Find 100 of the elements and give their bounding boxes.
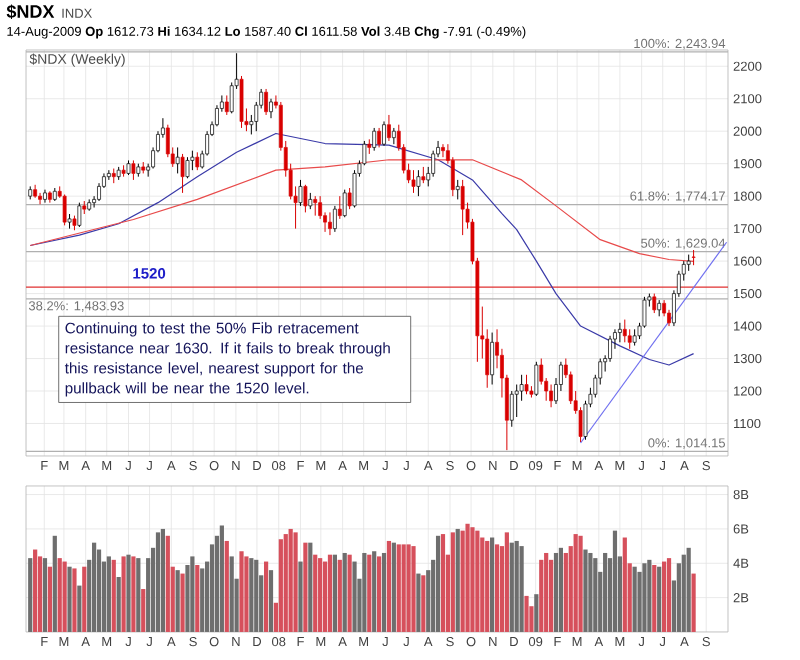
bar [165,535,170,632]
bar [416,573,421,632]
bar [490,537,495,632]
bar [573,534,578,632]
bar [465,523,470,632]
bar [662,561,667,632]
candlestick [33,184,38,199]
bar [62,561,67,632]
bar [121,556,126,632]
bar [33,549,38,632]
bar [494,544,500,632]
bar [254,559,259,632]
candlestick [509,390,514,428]
candlestick [175,146,180,174]
bar [386,540,392,632]
bar [480,537,485,632]
bar [313,554,318,632]
bar [160,528,166,632]
bar [293,532,298,632]
bar [175,570,180,632]
bar [249,558,254,632]
candlestick [67,213,72,230]
bar [519,546,524,632]
bar [406,544,411,632]
bar [200,568,205,632]
bar [362,552,367,632]
bar [686,547,691,632]
bar [401,544,406,632]
bar [485,540,490,632]
bar [42,558,48,632]
bar [642,563,647,632]
candlestick [524,374,529,395]
candlestick [377,127,381,148]
bar [440,534,446,632]
bar [578,535,583,632]
bar [347,554,352,632]
bar [504,532,509,632]
bar [57,558,62,632]
candlestick [617,322,622,343]
candlestick [38,192,42,205]
bar [450,532,455,632]
bar [603,552,608,632]
candlestick [77,202,82,228]
candlestick [308,192,313,210]
candlestick [328,211,332,236]
candlestick [224,94,229,116]
chart-title: $NDX [6,4,55,20]
bar [509,542,514,632]
bar [278,539,283,632]
bar [632,566,637,632]
candlestick [460,179,465,236]
candlestick [657,299,662,317]
candlestick [43,189,47,204]
bar [92,542,97,632]
bar [303,542,308,632]
candlestick [652,293,657,314]
bar [421,575,426,632]
candlestick [632,328,637,347]
bar [224,540,229,632]
bar [691,573,696,632]
bar [637,571,642,632]
bar [288,528,293,632]
bar [396,544,401,632]
bar [544,552,549,632]
bar [77,585,82,632]
bar [96,549,102,632]
bar [190,556,195,632]
bar [524,595,529,632]
candlestick [116,166,121,181]
candlestick [141,161,146,174]
bar [391,542,396,632]
bar [563,552,568,632]
bar [52,535,57,632]
candlestick [190,150,195,171]
bar [548,559,554,632]
bar [308,542,313,632]
candlestick [87,198,92,212]
bar [622,537,627,632]
bar [381,552,387,632]
candlestick [106,169,111,181]
bar [67,566,72,632]
bar [534,594,539,632]
candlestick [126,159,131,176]
candlestick [28,185,33,200]
bar [553,552,559,632]
bar [244,556,249,632]
bar [180,573,185,632]
candlestick [47,190,52,204]
bar [676,563,681,632]
bar [583,549,588,632]
bar [342,552,347,632]
bar [126,554,131,632]
candlestick [82,200,87,215]
bar [435,535,441,632]
bar [681,554,686,632]
candlestick [121,164,126,178]
bar [298,561,303,632]
bar [327,554,333,632]
candlestick [691,249,696,266]
bar [283,534,288,632]
